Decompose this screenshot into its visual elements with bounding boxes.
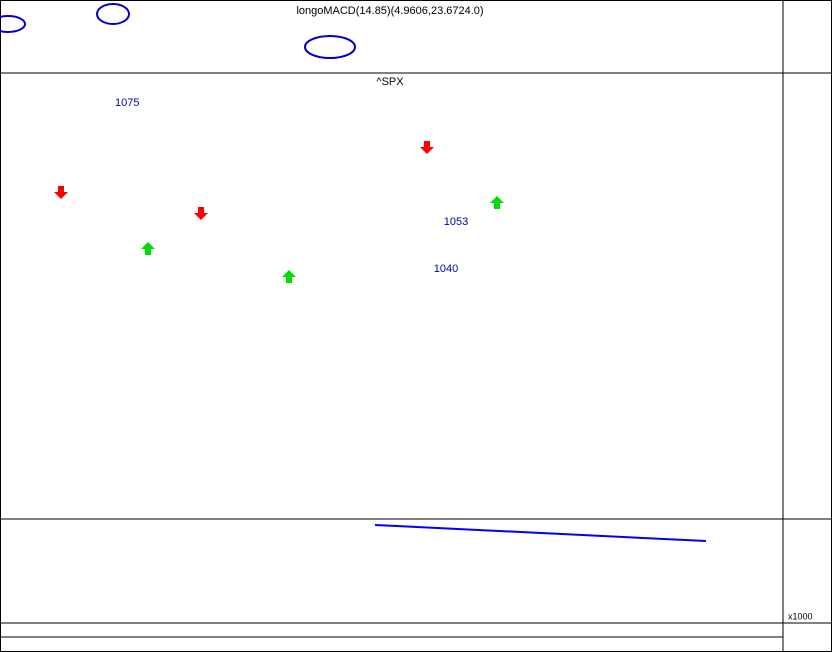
sell-arrow <box>54 186 68 199</box>
oscillator-trendline <box>374 524 707 542</box>
panel-title: longoMACD(14.85)(4.9606,23.6724.0) <box>296 5 483 17</box>
highlight-circle <box>0 15 26 33</box>
buy-arrow <box>490 196 504 209</box>
panel-title: ^SPX <box>376 76 404 88</box>
highlight-circle <box>304 35 356 59</box>
annotation: 1053 <box>444 216 468 228</box>
sell-arrow <box>420 141 434 154</box>
highlight-circles <box>0 3 356 59</box>
highlight-circle <box>96 3 130 25</box>
annotation: 1075 <box>115 97 139 109</box>
buy-arrow <box>141 242 155 255</box>
unit-label: x1000 <box>788 611 813 621</box>
sell-arrow <box>194 207 208 220</box>
buy-arrow <box>282 270 296 283</box>
annotation: 1040 <box>434 263 458 275</box>
signal-arrows <box>54 141 504 283</box>
